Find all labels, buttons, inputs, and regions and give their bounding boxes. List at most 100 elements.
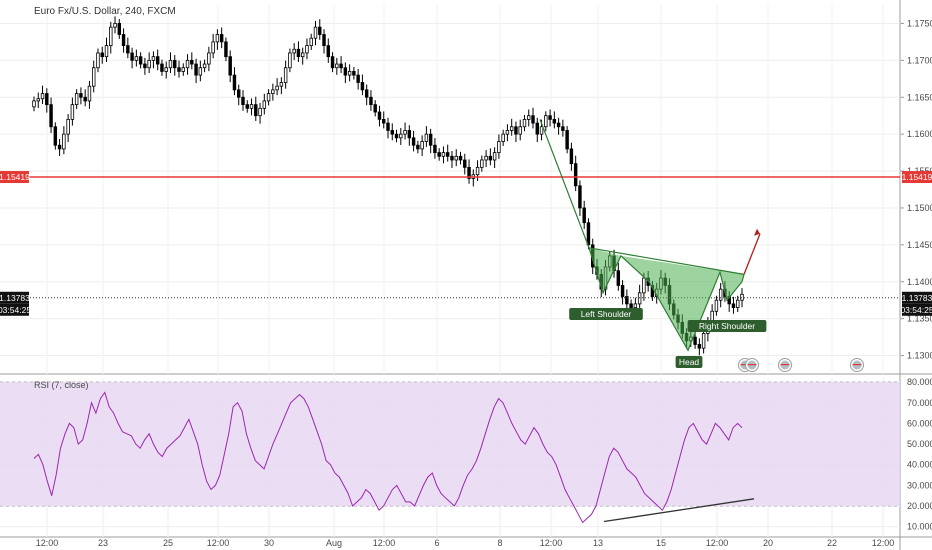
- candle[interactable]: [147, 52, 151, 74]
- candle[interactable]: [437, 148, 441, 161]
- candle[interactable]: [569, 142, 574, 171]
- candle[interactable]: [637, 284, 642, 310]
- candle[interactable]: [245, 100, 249, 113]
- candle[interactable]: [501, 129, 505, 146]
- candle[interactable]: [335, 57, 339, 75]
- candle[interactable]: [219, 27, 224, 49]
- time-axis[interactable]: 12:00 23 25 12:00 30 Aug 12:00 6 8 12:00 13 15 12:00…: [36, 538, 895, 548]
- candle[interactable]: [548, 109, 552, 127]
- rsi-trendline[interactable]: [603, 498, 755, 523]
- candle[interactable]: [616, 262, 621, 291]
- candle[interactable]: [262, 93, 267, 115]
- candle[interactable]: [573, 155, 578, 192]
- candle[interactable]: [164, 61, 168, 79]
- candle[interactable]: [467, 159, 471, 184]
- candle[interactable]: [241, 90, 245, 111]
- candle[interactable]: [232, 67, 237, 96]
- candle[interactable]: [202, 59, 207, 73]
- candle[interactable]: [347, 64, 352, 82]
- candle[interactable]: [62, 126, 66, 155]
- candle[interactable]: [497, 134, 501, 159]
- candle[interactable]: [288, 48, 292, 73]
- candle[interactable]: [369, 90, 373, 111]
- candle[interactable]: [66, 114, 70, 143]
- candle[interactable]: [305, 38, 309, 60]
- candle[interactable]: [714, 295, 719, 316]
- candle[interactable]: [194, 58, 198, 84]
- candle[interactable]: [190, 52, 194, 70]
- candle[interactable]: [254, 96, 258, 122]
- candle[interactable]: [420, 135, 424, 156]
- candle[interactable]: [309, 33, 313, 51]
- candle[interactable]: [445, 144, 450, 162]
- candle[interactable]: [505, 124, 510, 142]
- candle[interactable]: [104, 37, 109, 62]
- candle[interactable]: [718, 282, 723, 308]
- candle[interactable]: [155, 49, 160, 71]
- candle[interactable]: [271, 83, 275, 101]
- candle[interactable]: [697, 338, 702, 356]
- candle[interactable]: [134, 49, 139, 67]
- candle[interactable]: [522, 114, 527, 132]
- candle[interactable]: [531, 107, 535, 129]
- candle[interactable]: [390, 123, 394, 141]
- candle[interactable]: [360, 74, 365, 96]
- event-icon-eu[interactable]: [778, 358, 792, 372]
- candle[interactable]: [45, 88, 49, 113]
- candle[interactable]: [275, 78, 279, 96]
- event-icon-us-flag-2[interactable]: [745, 358, 759, 372]
- candle[interactable]: [731, 296, 736, 314]
- candle[interactable]: [100, 46, 104, 64]
- candle[interactable]: [91, 60, 96, 93]
- candle[interactable]: [552, 111, 557, 129]
- candle[interactable]: [292, 43, 296, 61]
- candle[interactable]: [318, 19, 322, 40]
- candle[interactable]: [79, 87, 83, 105]
- candle[interactable]: [266, 89, 271, 106]
- candle[interactable]: [283, 60, 288, 89]
- candle[interactable]: [514, 121, 518, 143]
- candle[interactable]: [488, 148, 493, 166]
- candle[interactable]: [463, 153, 467, 175]
- candle[interactable]: [382, 111, 386, 129]
- candle[interactable]: [181, 63, 185, 76]
- head-and-shoulders-drawing[interactable]: Left Shoulder Head Right Shoulder: [539, 119, 767, 368]
- candle[interactable]: [121, 28, 126, 53]
- candle[interactable]: [428, 128, 433, 154]
- candle[interactable]: [36, 92, 40, 109]
- candle[interactable]: [561, 119, 565, 137]
- candle[interactable]: [228, 50, 232, 83]
- candle[interactable]: [407, 125, 412, 146]
- candle[interactable]: [399, 127, 403, 145]
- candle[interactable]: [433, 138, 437, 159]
- candle[interactable]: [625, 289, 629, 311]
- candle[interactable]: [198, 60, 203, 82]
- candle[interactable]: [330, 52, 335, 73]
- candle[interactable]: [279, 77, 284, 95]
- candle[interactable]: [480, 155, 484, 172]
- candle[interactable]: [518, 119, 522, 141]
- candle[interactable]: [527, 109, 531, 127]
- candle[interactable]: [326, 38, 331, 63]
- candle[interactable]: [151, 51, 156, 69]
- candle[interactable]: [424, 126, 429, 147]
- candle[interactable]: [96, 48, 100, 73]
- candle[interactable]: [620, 280, 625, 305]
- candle[interactable]: [582, 200, 586, 229]
- candle[interactable]: [693, 332, 697, 349]
- candle[interactable]: [126, 37, 130, 59]
- candle[interactable]: [70, 97, 75, 126]
- candle[interactable]: [117, 19, 122, 39]
- candle[interactable]: [364, 84, 369, 106]
- candle[interactable]: [373, 100, 377, 117]
- candle[interactable]: [578, 180, 582, 216]
- candle[interactable]: [109, 21, 113, 54]
- candle[interactable]: [352, 66, 356, 80]
- candle[interactable]: [173, 55, 177, 76]
- candle[interactable]: [411, 130, 416, 152]
- candle[interactable]: [40, 85, 45, 105]
- candle[interactable]: [185, 54, 190, 75]
- candle[interactable]: [450, 150, 454, 168]
- candle[interactable]: [57, 139, 62, 156]
- candle[interactable]: [556, 117, 561, 135]
